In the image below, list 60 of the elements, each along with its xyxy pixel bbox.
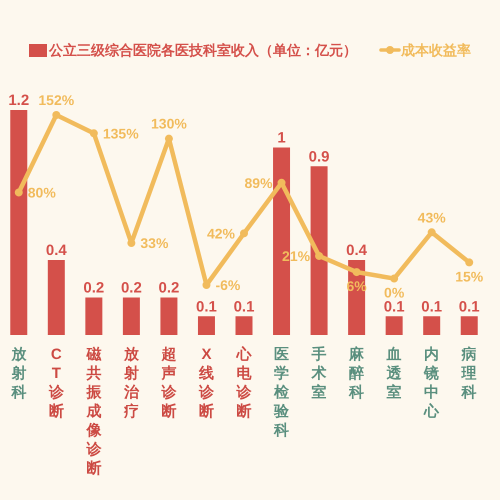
bar bbox=[85, 298, 102, 335]
data-label: 1.2 bbox=[8, 92, 30, 109]
bar bbox=[310, 166, 328, 335]
x-tick-label: 放射科 bbox=[10, 346, 28, 401]
data-label: 15% bbox=[455, 268, 484, 284]
data-label: 1 bbox=[277, 130, 286, 146]
bar bbox=[236, 316, 252, 335]
data-label: 0.1 bbox=[234, 298, 254, 316]
point bbox=[428, 228, 436, 236]
x-tick-label: 超声诊断 bbox=[160, 346, 178, 420]
bar bbox=[160, 298, 178, 335]
point bbox=[90, 129, 98, 138]
x-tick-label: 病理科 bbox=[460, 346, 477, 401]
legend-label: 公立三级综合医院各医技科室收入（单位：亿元） bbox=[48, 42, 357, 58]
point bbox=[52, 111, 60, 119]
data-label: 33% bbox=[140, 235, 169, 252]
point bbox=[315, 252, 324, 260]
data-label: 0.9 bbox=[308, 148, 330, 166]
legend-label: 成本收益率 bbox=[400, 42, 471, 58]
data-label: 0.2 bbox=[120, 280, 142, 296]
point bbox=[352, 268, 361, 276]
bar bbox=[122, 298, 140, 335]
data-label: 0.1 bbox=[421, 298, 442, 316]
data-label: 135% bbox=[102, 125, 140, 142]
x-tick-label: 麻醉科 bbox=[348, 345, 366, 401]
x-tick-label: 内镜中心 bbox=[423, 346, 440, 420]
data-label: 0.2 bbox=[158, 280, 180, 296]
data-label: 0.4 bbox=[46, 242, 68, 259]
x-tick-label: X线诊断 bbox=[198, 346, 215, 420]
x-tick-label: 手术室 bbox=[310, 346, 327, 401]
data-label: 89% bbox=[244, 174, 274, 191]
data-label: 0.1 bbox=[458, 298, 480, 316]
data-label: 0.1 bbox=[384, 298, 405, 316]
point bbox=[14, 188, 23, 196]
data-label: 42% bbox=[206, 225, 236, 242]
data-label: 0.1 bbox=[196, 298, 217, 316]
data-label: 130% bbox=[151, 116, 188, 132]
data-label: 0.2 bbox=[83, 280, 104, 296]
data-label: -6% bbox=[215, 277, 241, 293]
x-tick-label: 血透室 bbox=[386, 346, 403, 401]
x-tick-label: 磁共振成像诊断 bbox=[85, 346, 102, 477]
point bbox=[240, 229, 248, 238]
data-label: 0.4 bbox=[346, 242, 368, 259]
bar bbox=[460, 316, 478, 335]
point bbox=[390, 274, 398, 283]
data-label: 0% bbox=[384, 284, 405, 301]
bar bbox=[10, 110, 28, 335]
bar bbox=[198, 316, 215, 335]
bar bbox=[386, 316, 403, 335]
x-tick-label: CT诊断 bbox=[48, 346, 65, 420]
x-tick-label: 放射治疗 bbox=[122, 346, 140, 420]
data-label: 43% bbox=[418, 209, 446, 226]
x-tick-label: 心电诊断 bbox=[236, 345, 252, 420]
x-tick-label: 医学检验科 bbox=[273, 346, 290, 439]
bar bbox=[423, 316, 440, 335]
point bbox=[465, 258, 474, 266]
point bbox=[202, 281, 210, 289]
bar bbox=[48, 260, 65, 335]
data-label: 80% bbox=[28, 184, 56, 200]
data-label: 152% bbox=[38, 92, 75, 108]
